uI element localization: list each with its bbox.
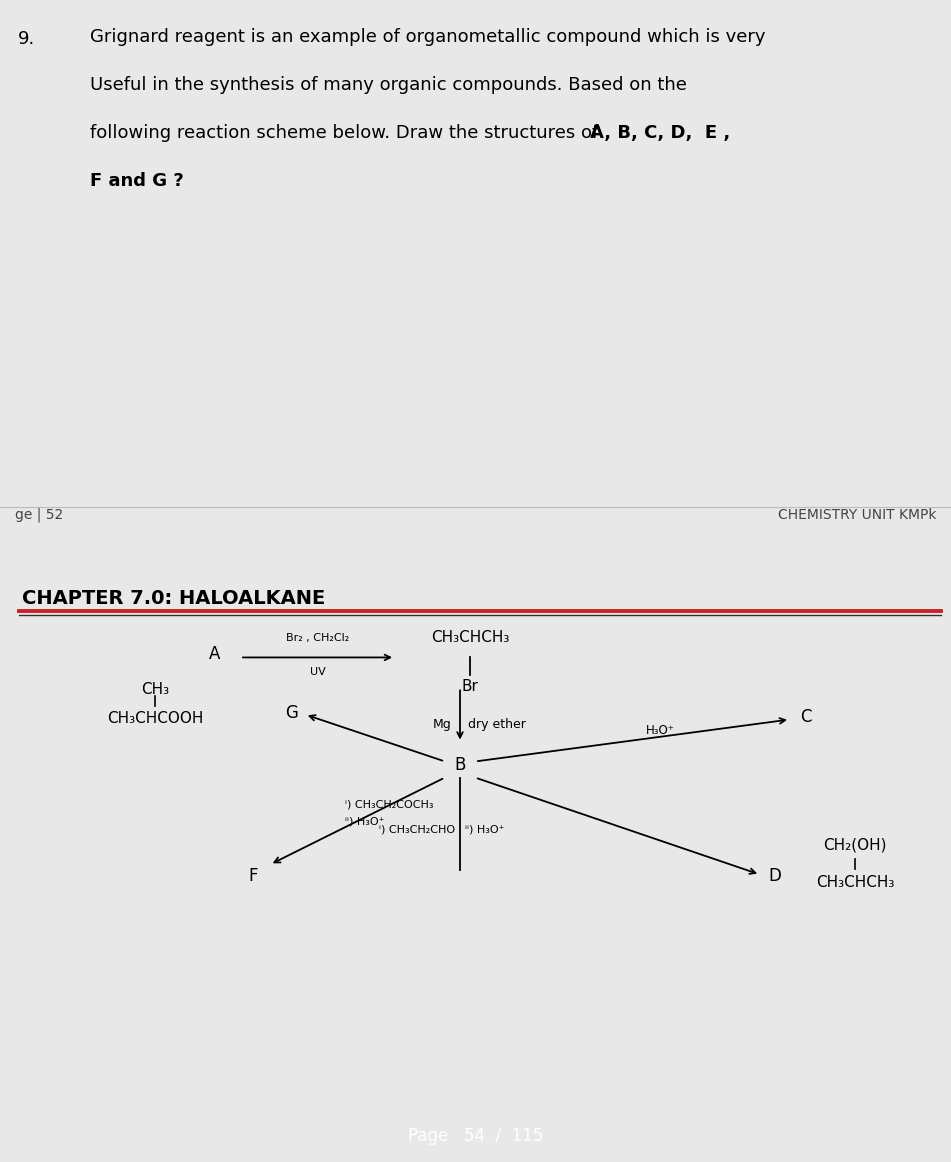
Text: F: F [248, 867, 258, 884]
Text: UV: UV [310, 667, 326, 677]
Text: CH₃: CH₃ [141, 682, 169, 697]
Text: dry ether: dry ether [468, 718, 526, 731]
Text: D: D [768, 867, 781, 884]
Text: Br: Br [461, 680, 478, 695]
Text: B: B [455, 756, 466, 775]
Text: 9.: 9. [18, 30, 35, 48]
Text: ge | 52: ge | 52 [15, 508, 64, 522]
Text: F and G ?: F and G ? [90, 172, 184, 191]
Text: Br₂ , CH₂Cl₂: Br₂ , CH₂Cl₂ [286, 633, 350, 644]
Text: CH₃CHCH₃: CH₃CHCH₃ [816, 875, 894, 890]
Text: ⁱⁱ) H₃O⁺: ⁱⁱ) H₃O⁺ [465, 825, 504, 834]
Text: ⁱⁱ) H₃O⁺: ⁱⁱ) H₃O⁺ [345, 817, 384, 826]
Text: H₃O⁺: H₃O⁺ [646, 724, 674, 738]
Text: CHEMISTRY UNIT KMPk: CHEMISTRY UNIT KMPk [778, 508, 936, 522]
Text: ⁱ) CH₃CH₂COCH₃: ⁱ) CH₃CH₂COCH₃ [345, 799, 434, 810]
Text: Useful in the synthesis of many organic compounds. Based on the: Useful in the synthesis of many organic … [90, 76, 687, 94]
Text: following reaction scheme below. Draw the structures of: following reaction scheme below. Draw th… [90, 124, 610, 142]
Text: CHAPTER 7.0: HALOALKANE: CHAPTER 7.0: HALOALKANE [22, 589, 325, 609]
Text: Page   54  /  115: Page 54 / 115 [408, 1127, 543, 1145]
Text: ⁱ) CH₃CH₂CHO: ⁱ) CH₃CH₂CHO [378, 825, 455, 834]
Text: C: C [800, 709, 811, 726]
Text: A, B, C, D,  E ,: A, B, C, D, E , [590, 124, 730, 142]
Text: A: A [209, 645, 221, 664]
Text: CH₃CHCOOH: CH₃CHCOOH [107, 711, 204, 726]
Text: CH₃CHCH₃: CH₃CHCH₃ [431, 631, 509, 645]
Text: CH₂(OH): CH₂(OH) [824, 837, 886, 852]
Text: Mg: Mg [434, 718, 452, 731]
Text: G: G [285, 704, 298, 723]
Text: Grignard reagent is an example of organometallic compound which is very: Grignard reagent is an example of organo… [90, 28, 766, 46]
